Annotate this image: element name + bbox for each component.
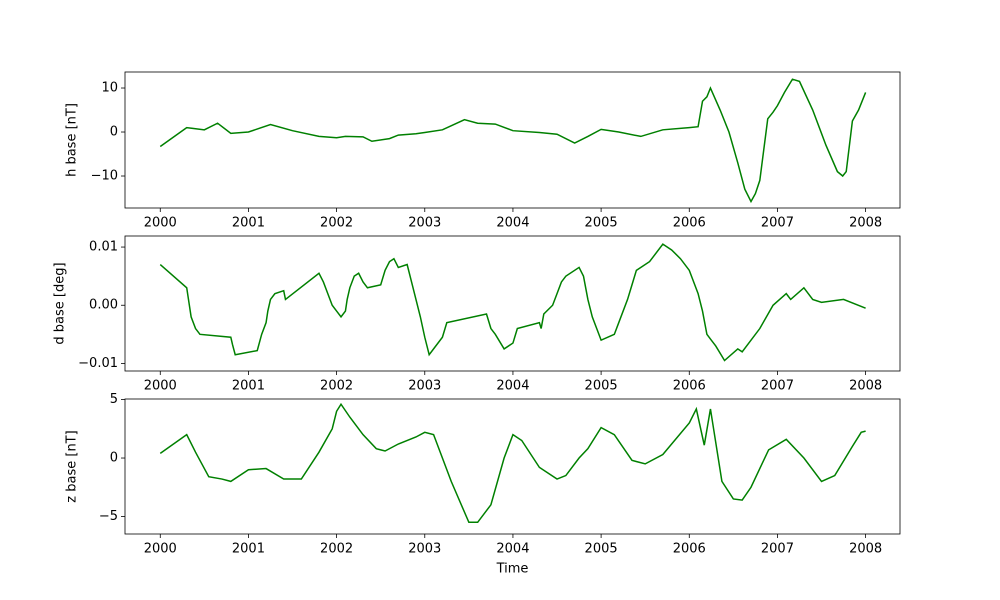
y-axis-label: d base [deg] [53, 262, 68, 344]
x-tick-label: 2003 [408, 379, 441, 394]
x-tick-label: 2001 [232, 542, 265, 557]
y-axis-label: z base [nT] [65, 430, 80, 502]
x-axis-label: Time [496, 562, 529, 577]
x-tick-label: 2004 [496, 379, 529, 394]
x-tick-label: 2008 [849, 216, 882, 231]
data-line [159, 243, 866, 362]
x-tick-label: 2001 [232, 379, 265, 394]
x-tick-label: 2008 [849, 542, 882, 557]
x-tick-label: 2007 [761, 379, 794, 394]
y-tick-label: 0.01 [89, 240, 118, 255]
y-tick-label: −0.01 [78, 356, 118, 371]
y-tick-label: −5 [99, 509, 118, 524]
x-tick-label: 2006 [673, 216, 706, 231]
axes-frame [124, 398, 901, 535]
x-tick-label: 2006 [673, 379, 706, 394]
x-tick-label: 2004 [496, 542, 529, 557]
x-tick-label: 2005 [585, 379, 618, 394]
x-tick-label: 2001 [232, 216, 265, 231]
y-tick-label: 10 [101, 81, 118, 96]
x-tick-label: 2007 [761, 542, 794, 557]
x-tick-label: 2002 [320, 379, 353, 394]
x-tick-label: 2005 [585, 216, 618, 231]
axes-frame [124, 71, 901, 209]
y-tick-label: 5 [110, 392, 118, 407]
x-tick-label: 2000 [144, 379, 177, 394]
data-line [159, 402, 866, 524]
x-tick-label: 2003 [408, 216, 441, 231]
x-tick-label: 2004 [496, 216, 529, 231]
y-axis-label: h base [nT] [65, 103, 80, 177]
x-tick-label: 2002 [320, 542, 353, 557]
x-tick-label: 2005 [585, 542, 618, 557]
x-tick-label: 2000 [144, 216, 177, 231]
y-tick-label: 0.00 [89, 298, 118, 313]
y-tick-label: 0 [110, 125, 118, 140]
y-tick-label: 0 [110, 451, 118, 466]
x-tick-label: 2002 [320, 216, 353, 231]
x-tick-label: 2000 [144, 542, 177, 557]
data-line [159, 78, 867, 204]
y-tick-label: −10 [91, 169, 118, 184]
axes-frame [124, 235, 901, 372]
x-tick-label: 2008 [849, 379, 882, 394]
x-tick-label: 2007 [761, 216, 794, 231]
x-tick-label: 2003 [408, 542, 441, 557]
x-tick-label: 2006 [673, 542, 706, 557]
